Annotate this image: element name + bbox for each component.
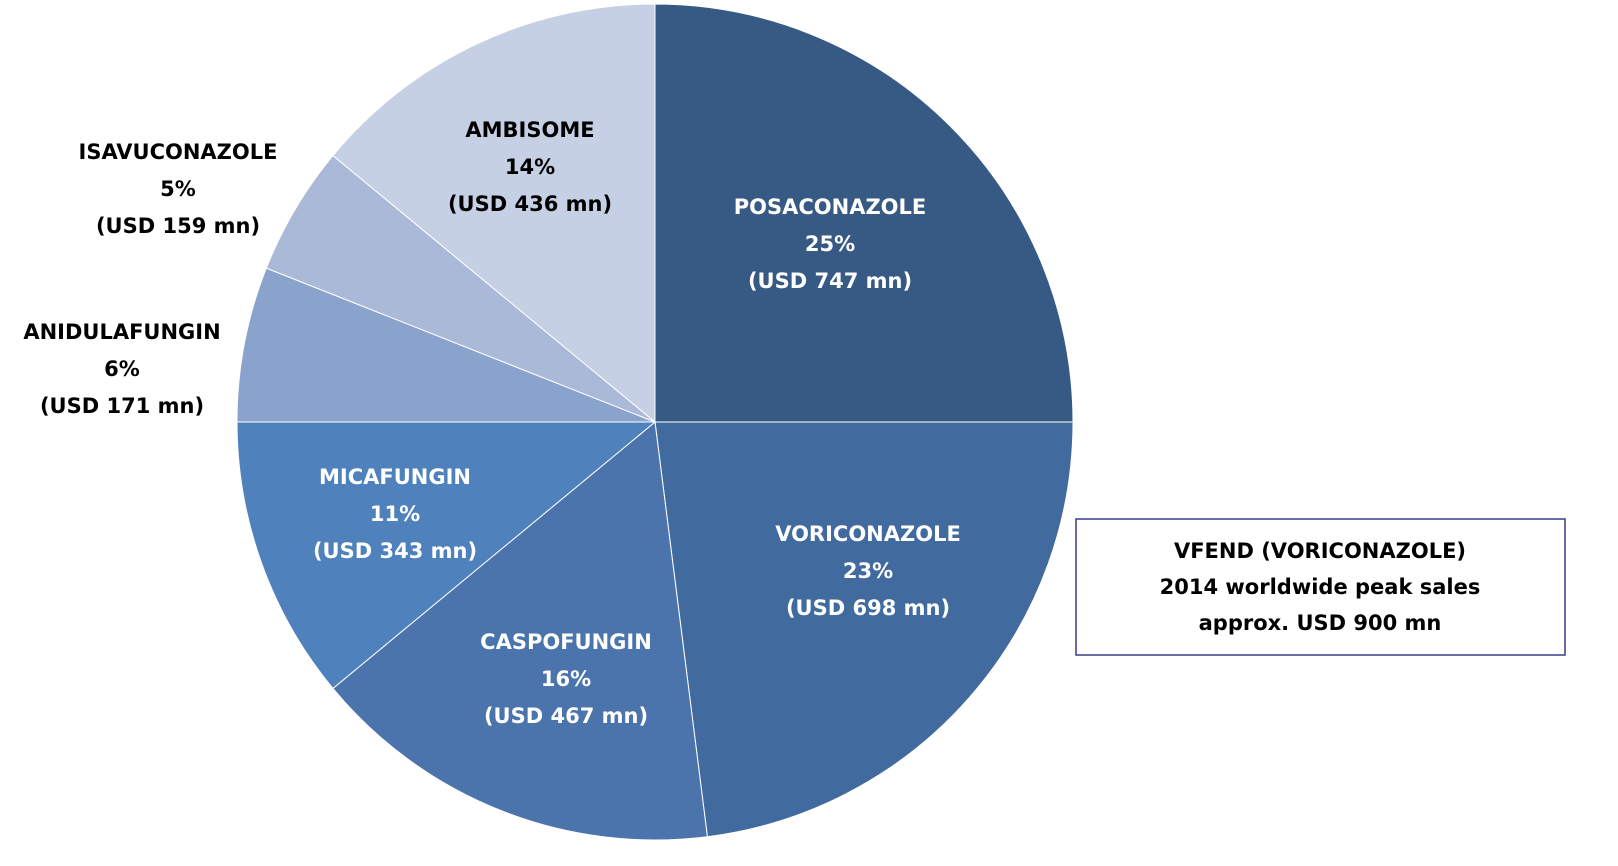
slice-amount: (USD 159 mn) <box>96 214 260 238</box>
slice-percent: 25% <box>805 232 855 256</box>
pie-slice <box>236 267 656 423</box>
slice-amount: (USD 343 mn) <box>313 539 477 563</box>
slice-name: ANIDULAFUNGIN <box>23 320 220 344</box>
pie-slice <box>654 421 1074 838</box>
annotation-line: 2014 worldwide peak sales <box>1160 575 1481 599</box>
slice-percent: 14% <box>505 155 555 179</box>
annotation-line: VFEND (VORICONAZOLE) <box>1174 539 1466 563</box>
slice-amount: (USD 171 mn) <box>40 394 204 418</box>
slice-name: AMBISOME <box>465 118 594 142</box>
slice-name: POSACONAZOLE <box>734 195 927 219</box>
annotation-box <box>1075 518 1566 656</box>
slice-amount: (USD 436 mn) <box>448 192 612 216</box>
slice-percent: 5% <box>160 177 196 201</box>
slice-amount: (USD 467 mn) <box>484 704 648 728</box>
pie-slice <box>332 421 708 841</box>
slice-name: VORICONAZOLE <box>775 522 961 546</box>
pie-slice <box>654 3 1074 423</box>
pie-slice <box>332 3 656 424</box>
slice-amount: (USD 698 mn) <box>786 596 950 620</box>
slice-name: MICAFUNGIN <box>319 465 471 489</box>
slice-percent: 23% <box>843 559 893 583</box>
pie-slice <box>236 421 657 690</box>
slice-amount: (USD 747 mn) <box>748 269 912 293</box>
slice-percent: 6% <box>104 357 140 381</box>
annotation-line: approx. USD 900 mn <box>1199 611 1442 635</box>
slice-percent: 11% <box>370 502 420 526</box>
slice-name: CASPOFUNGIN <box>480 630 652 654</box>
slice-percent: 16% <box>541 667 591 691</box>
slice-name: ISAVUCONAZOLE <box>79 140 278 164</box>
